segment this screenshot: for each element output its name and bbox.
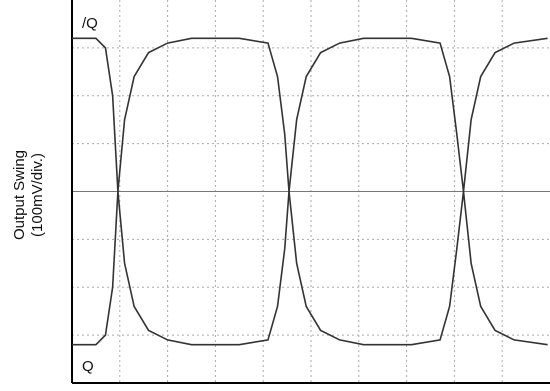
series-label: /Q — [82, 15, 98, 32]
series-label: Q — [82, 358, 94, 375]
y-axis-label: (100mV/div.) — [29, 153, 46, 237]
chart: Output Swing (100mV/div.) /Q Q — [0, 0, 550, 391]
y-axis-label: Output Swing — [11, 150, 28, 240]
